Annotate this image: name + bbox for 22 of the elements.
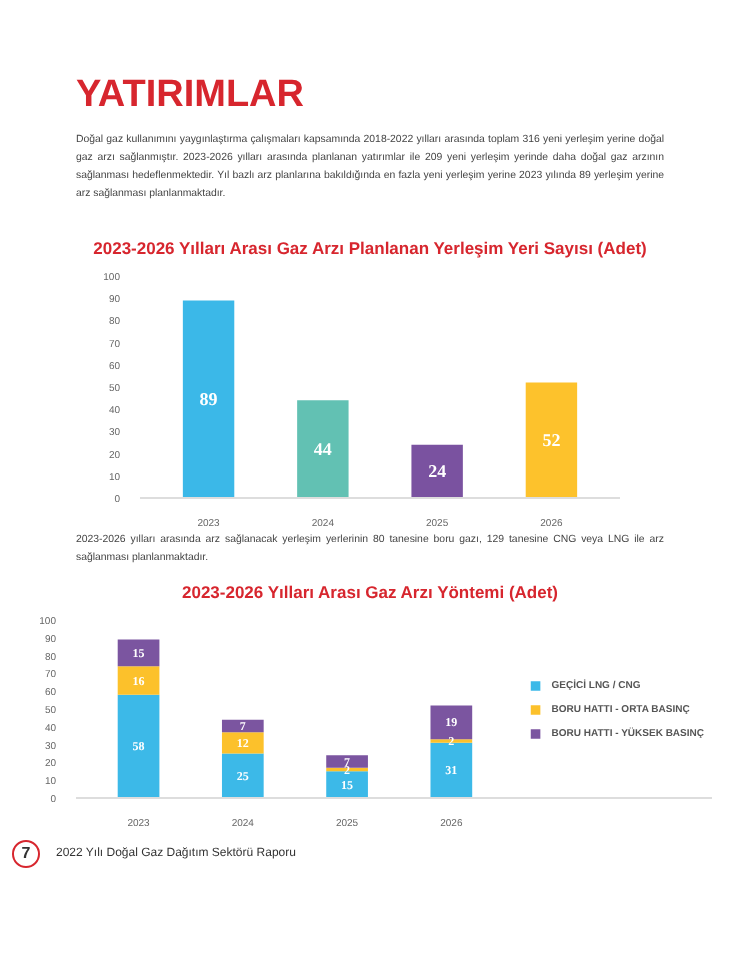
bar — [182, 300, 235, 498]
text: 7 — [12, 840, 40, 868]
bar — [430, 705, 473, 740]
bar — [326, 771, 368, 798]
bar — [221, 719, 264, 733]
bar — [117, 694, 160, 798]
bar — [297, 400, 349, 498]
data-label: 44 — [313, 439, 333, 460]
bar — [221, 732, 264, 754]
text: YATIRIMLAR — [76, 72, 304, 120]
data-label: 52 — [542, 430, 562, 451]
bar — [525, 382, 578, 498]
bar — [117, 639, 160, 667]
chart-title: 2023-2026 Yılları Arası Gaz Arzı Planlanan Yerleşim Yeri Sayısı (Adet) — [93, 236, 647, 261]
data-label: 89 — [199, 389, 219, 410]
chart-title: 2023-2026 Yılları Arası Gaz Arzı Yöntemi (Adet) — [181, 580, 559, 605]
bar — [326, 755, 368, 768]
bar — [117, 666, 160, 695]
bar — [221, 753, 264, 798]
data-label: 24 — [428, 461, 448, 482]
bar — [411, 444, 463, 498]
bar — [430, 742, 473, 798]
